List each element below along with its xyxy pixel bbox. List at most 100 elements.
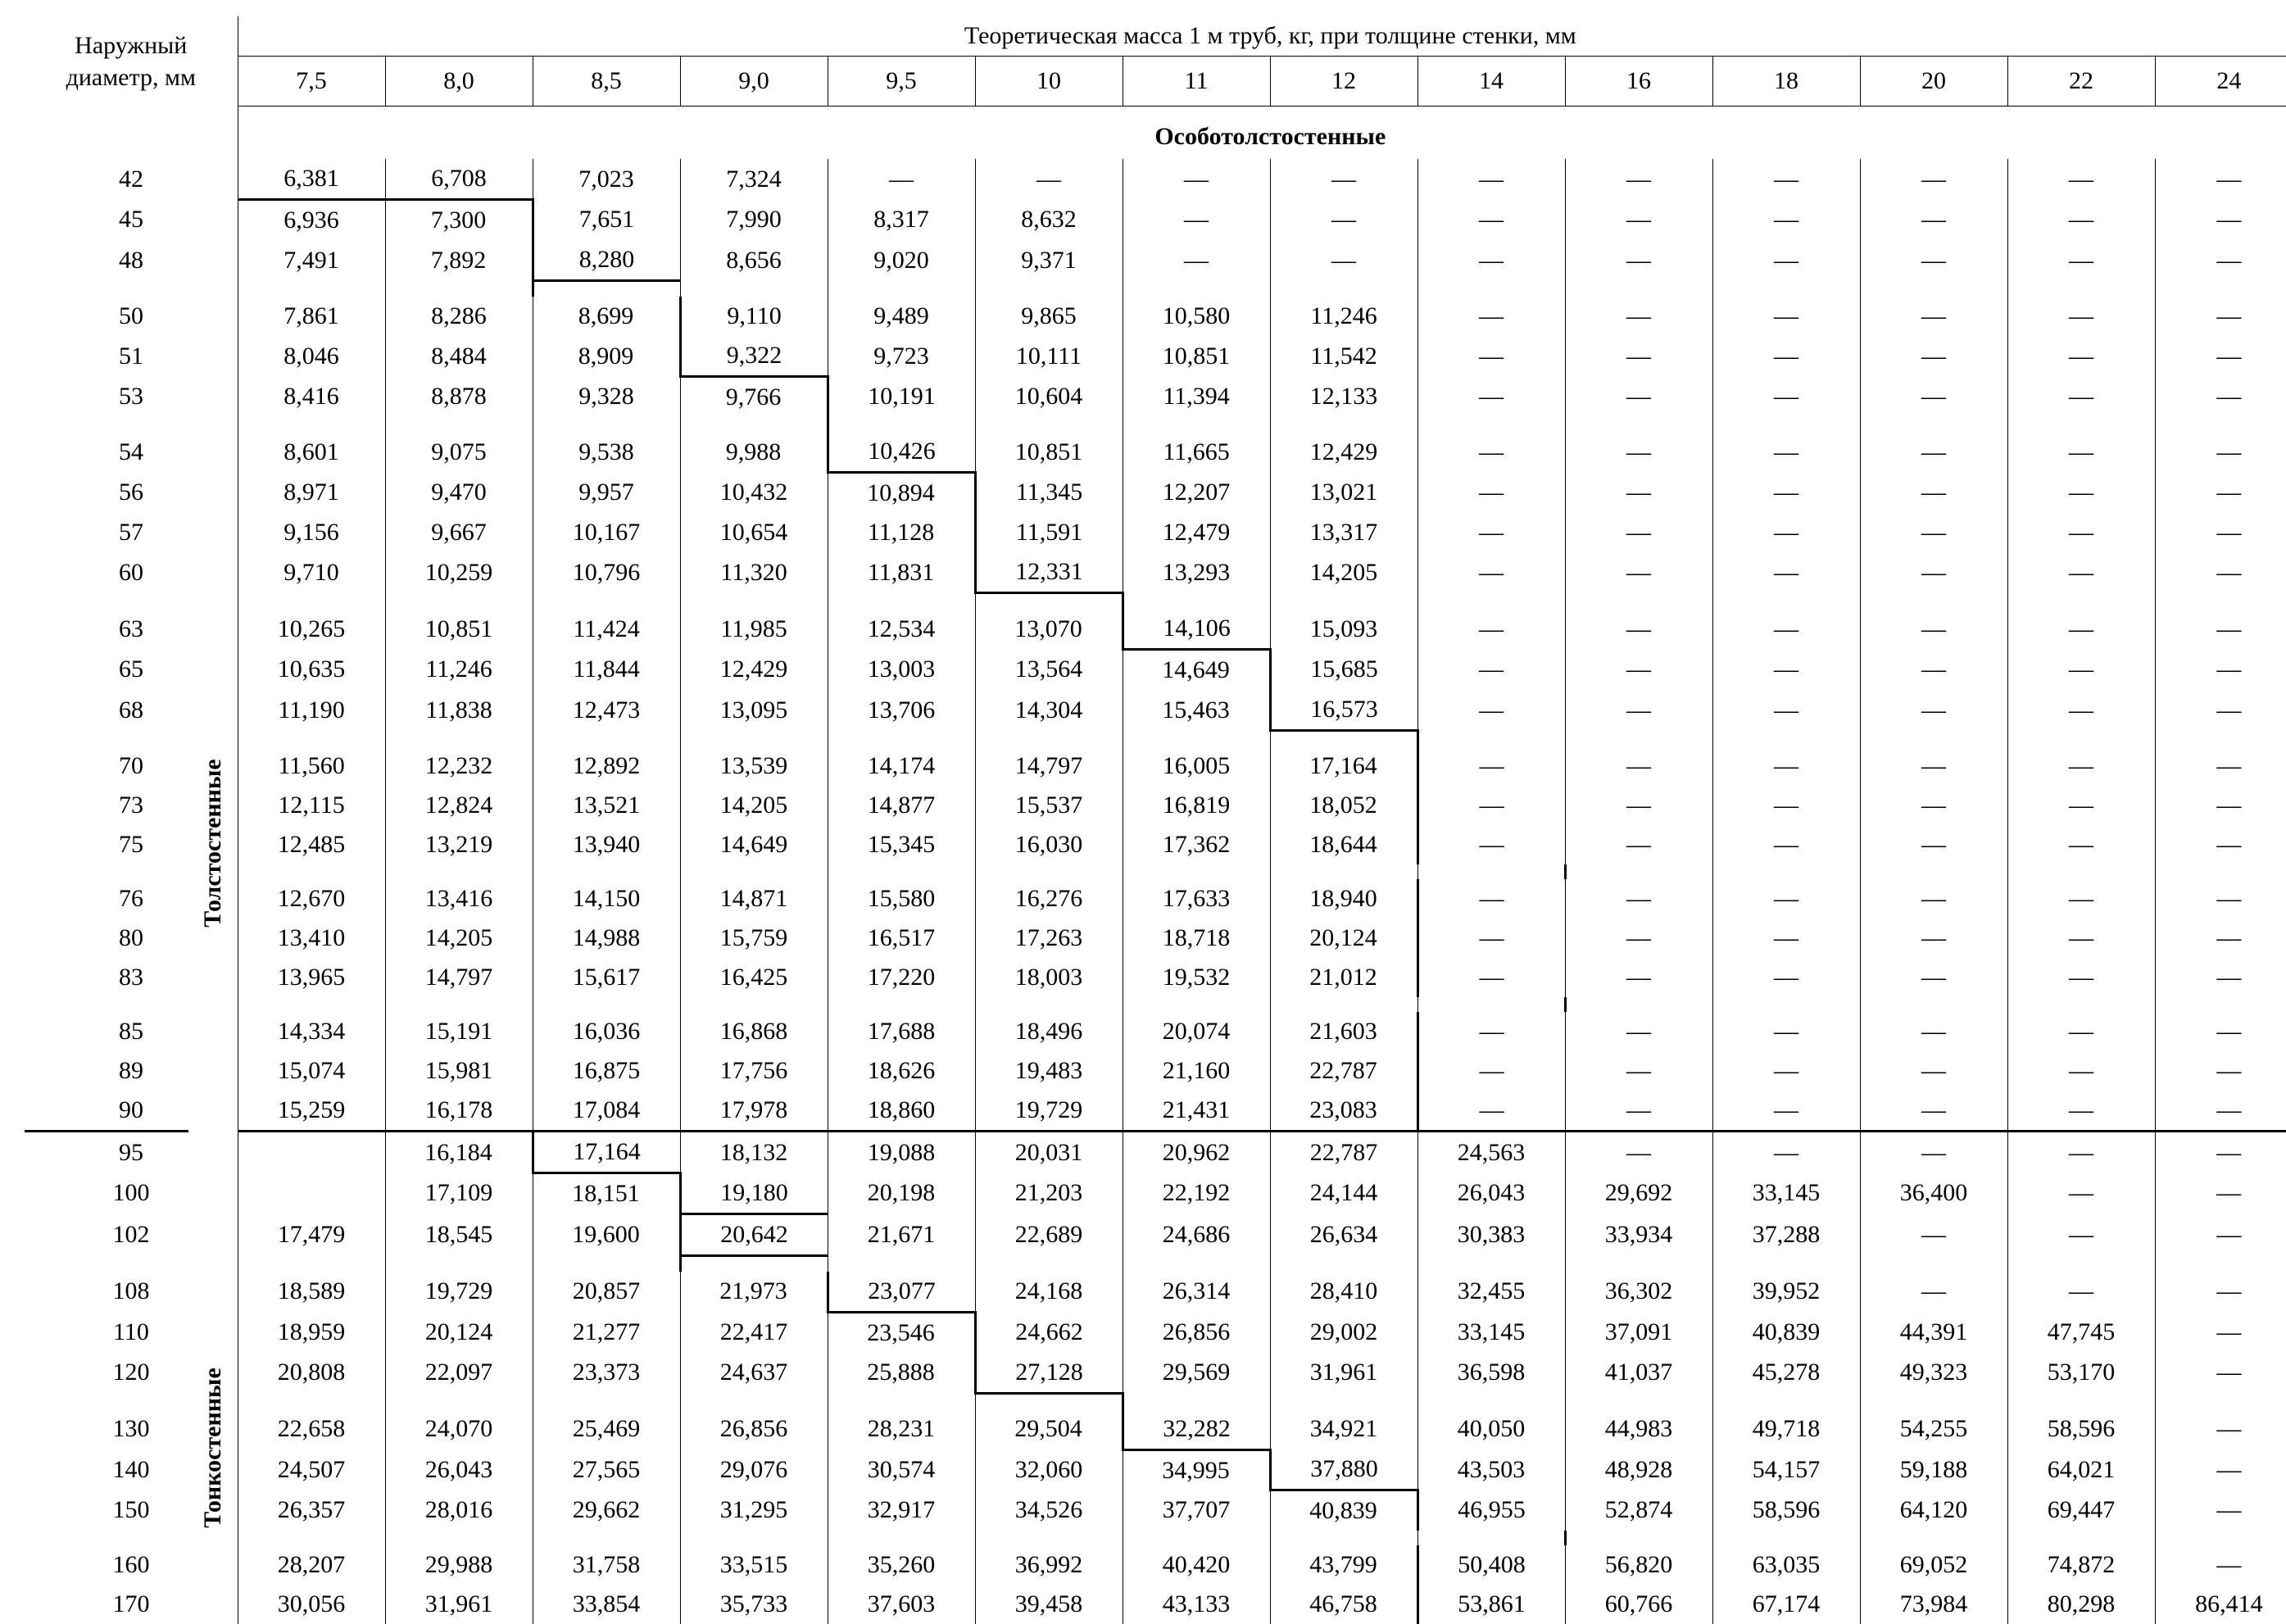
value-cell: 6,936	[238, 200, 385, 241]
header-col-24: 24	[2155, 57, 2286, 107]
value-cell: —	[2007, 958, 2155, 997]
value-cell: —	[1712, 609, 1860, 650]
value-cell: 13,021	[1270, 473, 1417, 514]
value-cell: 14,106	[1123, 609, 1270, 650]
value-cell: 18,718	[1123, 919, 1270, 958]
pipe-mass-table: Наружный диаметр, мм Теоретическая масса…	[25, 16, 2286, 1624]
value-cell: 20,808	[238, 1353, 385, 1394]
diameter-cell: 150	[25, 1490, 188, 1531]
value-cell: 9,110	[680, 297, 828, 336]
value-cell: —	[828, 159, 975, 200]
value-cell: —	[2155, 1449, 2286, 1490]
value-cell: —	[1417, 432, 1565, 473]
value-cell: 14,304	[975, 690, 1123, 731]
value-cell: —	[1565, 513, 1712, 552]
table-row: 548,6019,0759,5389,98810,42610,85111,665…	[25, 432, 2286, 473]
value-cell: —	[1712, 513, 1860, 552]
value-cell: 12,824	[385, 786, 533, 825]
value-cell: —	[1860, 690, 2007, 731]
value-cell: 11,985	[680, 609, 828, 650]
value-cell: —	[1565, 879, 1712, 919]
diameter-cell: 120	[25, 1353, 188, 1394]
value-cell: —	[1712, 650, 1860, 691]
value-cell: 56,820	[1565, 1545, 1712, 1585]
table-row: 56Толстостенные8,9719,4709,95710,43210,8…	[25, 473, 2286, 514]
value-cell: 11,320	[680, 552, 828, 593]
value-cell: —	[1712, 746, 1860, 786]
table-row: 6310,26510,85111,42411,98512,53413,07014…	[25, 609, 2286, 650]
value-cell: 18,003	[975, 958, 1123, 997]
value-cell: 13,070	[975, 609, 1123, 650]
value-cell: 39,458	[975, 1585, 1123, 1624]
value-cell: 22,787	[1270, 1051, 1417, 1091]
value-cell: 20,124	[385, 1312, 533, 1353]
value-cell: —	[2155, 1490, 2286, 1531]
value-cell: 14,205	[385, 919, 533, 958]
group-gap	[25, 864, 2286, 879]
value-cell: 20,962	[1123, 1132, 1270, 1173]
value-cell: 14,174	[828, 746, 975, 786]
diameter-cell: 85	[25, 1012, 188, 1051]
value-cell: 10,167	[533, 513, 680, 552]
value-cell: —	[2155, 786, 2286, 825]
value-cell: 44,391	[1860, 1312, 2007, 1353]
value-cell: —	[2155, 432, 2286, 473]
value-cell: —	[2007, 1091, 2155, 1132]
value-cell: 28,231	[828, 1409, 975, 1450]
value-cell: 10,851	[975, 432, 1123, 473]
value-cell: 32,455	[1417, 1272, 1565, 1313]
value-cell: 30,056	[238, 1585, 385, 1624]
value-cell: 26,856	[680, 1409, 828, 1450]
value-cell: 11,128	[828, 513, 975, 552]
value-cell: 54,255	[1860, 1409, 2007, 1450]
value-cell: —	[2155, 879, 2286, 919]
value-cell: —	[1860, 879, 2007, 919]
value-cell: 11,424	[533, 609, 680, 650]
value-cell: 11,838	[385, 690, 533, 731]
value-cell: —	[1712, 919, 1860, 958]
value-cell: 24,563	[1417, 1132, 1565, 1173]
value-cell: —	[1565, 1012, 1712, 1051]
value-cell: 8,484	[385, 336, 533, 377]
value-cell: 33,515	[680, 1545, 828, 1585]
value-cell: 16,875	[533, 1051, 680, 1091]
value-cell: —	[1860, 240, 2007, 281]
value-cell: —	[2155, 746, 2286, 786]
value-cell: 15,685	[1270, 650, 1417, 691]
value-cell: 50,408	[1417, 1545, 1565, 1585]
value-cell: —	[2007, 1213, 2155, 1255]
vlabel-lower: Тонкостенные	[188, 1272, 238, 1624]
value-cell: 11,246	[385, 650, 533, 691]
value-cell: 9,489	[828, 297, 975, 336]
value-cell: —	[1565, 377, 1712, 418]
diameter-cell: 48	[25, 240, 188, 281]
value-cell: —	[1417, 552, 1565, 593]
value-cell: —	[1860, 336, 2007, 377]
value-cell: 30,574	[828, 1449, 975, 1490]
value-cell: 34,526	[975, 1490, 1123, 1531]
value-cell: 54,157	[1712, 1449, 1860, 1490]
value-cell: —	[1712, 552, 1860, 593]
value-cell: 41,037	[1565, 1353, 1712, 1394]
value-cell: 10,265	[238, 609, 385, 650]
value-cell: —	[1712, 336, 1860, 377]
value-cell: 23,083	[1270, 1091, 1417, 1132]
table-row: 507,8618,2868,6999,1109,4899,86510,58011…	[25, 297, 2286, 336]
value-cell: 18,545	[385, 1213, 533, 1255]
value-cell: 13,095	[680, 690, 828, 731]
value-cell: 17,164	[533, 1132, 680, 1173]
value-cell: 33,145	[1712, 1173, 1860, 1214]
value-cell: 23,077	[828, 1272, 975, 1313]
group-gap	[25, 1255, 2286, 1272]
value-cell: 17,109	[385, 1173, 533, 1214]
value-cell: 22,658	[238, 1409, 385, 1450]
value-cell: —	[1860, 786, 2007, 825]
value-cell: —	[1565, 200, 1712, 241]
header-thickness-row: 7,58,08,59,09,5101112141618202224	[25, 57, 2286, 107]
value-cell: 9,538	[533, 432, 680, 473]
header-col-8-0: 8,0	[385, 57, 533, 107]
value-cell: 12,115	[238, 786, 385, 825]
value-cell: 7,990	[680, 200, 828, 241]
value-cell: 29,692	[1565, 1173, 1712, 1214]
value-cell: 19,088	[828, 1132, 975, 1173]
